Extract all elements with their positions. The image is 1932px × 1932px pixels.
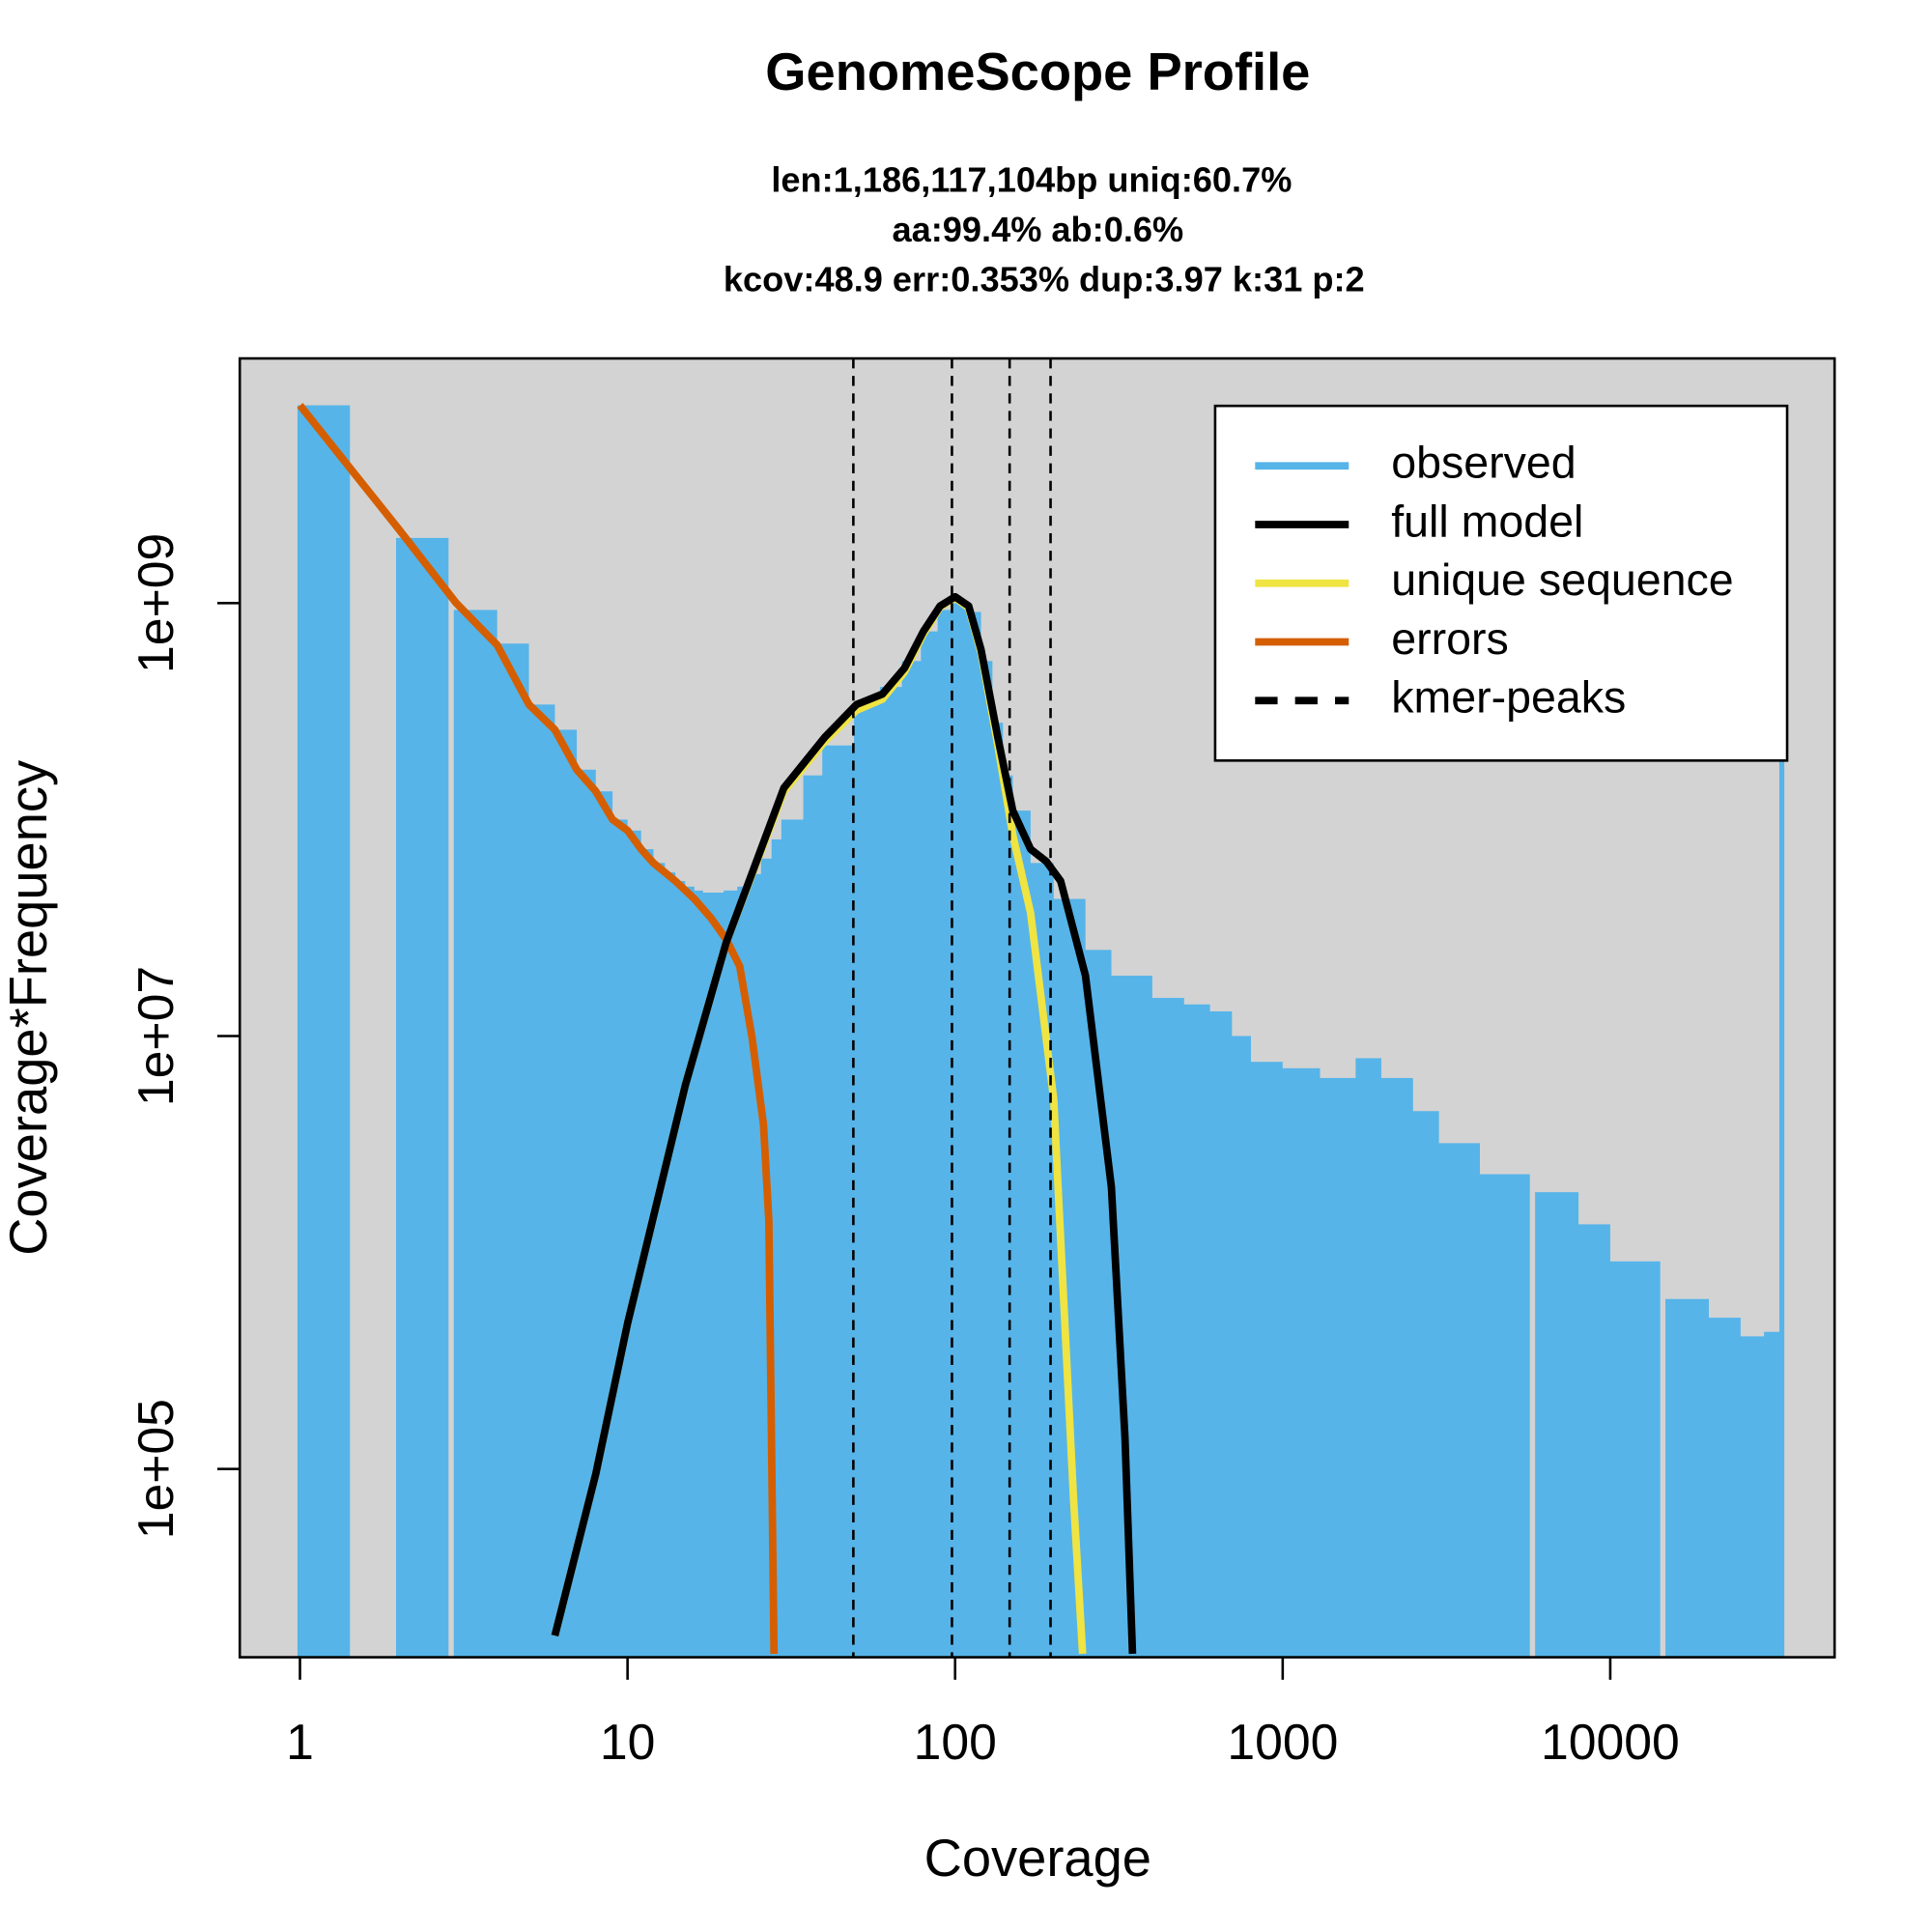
observed-bar — [966, 611, 981, 1658]
observed-bar — [1051, 898, 1086, 1658]
observed-bar — [901, 661, 923, 1658]
observed-bar — [593, 791, 613, 1658]
y-tick-label: 1e+07 — [128, 966, 184, 1106]
observed-bar — [978, 661, 993, 1658]
subtitle: len:1,186,117,104bp uniq:60.7% — [771, 159, 1292, 199]
observed-bar — [1280, 1067, 1321, 1658]
legend-label: errors — [1391, 613, 1509, 664]
observed-bar — [1535, 1192, 1579, 1658]
observed-bar — [672, 881, 686, 1658]
observed-bar — [692, 890, 703, 1658]
observed-bar — [453, 610, 497, 1658]
observed-bar — [1706, 1318, 1741, 1658]
observed-bar — [952, 603, 969, 1658]
observed-bar — [737, 886, 753, 1658]
legend-label: full model — [1391, 496, 1583, 546]
subtitle: aa:99.4% ab:0.6% — [892, 210, 1183, 249]
observed-bar — [921, 631, 941, 1658]
chart-title: GenomeScope Profile — [765, 43, 1310, 101]
model-line — [297, 403, 779, 1655]
observed-bar — [879, 687, 905, 1658]
observed-bar — [822, 745, 857, 1658]
observed-bar — [610, 819, 628, 1658]
observed-bar — [662, 872, 676, 1658]
observed-bar — [1738, 1336, 1767, 1658]
observed-bar — [396, 537, 449, 1658]
observed-bar — [574, 769, 596, 1658]
x-tick-label: 10000 — [1541, 1714, 1680, 1770]
observed-bar — [716, 892, 726, 1658]
observed-bar — [1665, 1298, 1710, 1658]
observed-bar — [1436, 1143, 1480, 1658]
observed-bar — [1378, 1077, 1413, 1658]
observed-bar — [1477, 1174, 1530, 1658]
legend-label: kmer-peaks — [1391, 672, 1626, 723]
observed-bar — [552, 729, 578, 1658]
x-tick-label: 10 — [600, 1714, 656, 1770]
observed-bar — [781, 819, 807, 1658]
observed-bar — [1607, 1261, 1661, 1658]
plot-frame — [238, 356, 1836, 1659]
observed-bar — [989, 723, 1004, 1658]
observed-bar — [1410, 1111, 1439, 1658]
observed-bar — [1248, 1062, 1283, 1658]
observed-bar — [1778, 758, 1785, 1658]
observed-bar — [708, 892, 720, 1658]
model-line — [551, 592, 1137, 1655]
observed-bar — [1229, 1036, 1251, 1658]
legend: observed full model unique sequence errors k… — [1213, 404, 1789, 762]
observed-bar — [1009, 810, 1031, 1658]
observed-bar — [1576, 1224, 1610, 1658]
subtitle: kcov:48.9 err:0.353% dup:3.97 k:31 p:2 — [724, 260, 1365, 299]
observed-bar — [1181, 1004, 1210, 1658]
observed-bar — [650, 863, 666, 1658]
observed-bar — [1355, 1058, 1381, 1658]
x-tick-label: 100 — [914, 1714, 997, 1770]
axes: 1 10 100 1000 10000 1e+05 1e+07 1e+09 — [128, 533, 1680, 1770]
observed-bar — [526, 704, 555, 1658]
observed-bar — [1764, 1331, 1782, 1658]
observed-bar — [724, 890, 740, 1658]
y-axis-title: Coverage*Frequency — [0, 759, 58, 1256]
y-tick-label: 1e+05 — [128, 1399, 184, 1539]
observed-bar — [625, 830, 641, 1658]
legend-label: unique sequence — [1391, 554, 1733, 605]
observed-bar — [1317, 1077, 1358, 1658]
plot-area — [297, 358, 1785, 1658]
legend-label: observed — [1391, 438, 1576, 488]
observed-bar — [297, 405, 351, 1658]
observed-bar — [1208, 1010, 1233, 1658]
y-tick-label: 1e+09 — [128, 533, 184, 673]
x-tick-label: 1 — [286, 1714, 314, 1770]
x-tick-label: 1000 — [1227, 1714, 1338, 1770]
observed-bar — [854, 704, 883, 1658]
observed-bar — [803, 775, 825, 1658]
observed-bar — [1150, 998, 1184, 1658]
observed-bar — [700, 892, 712, 1658]
observed-bar — [495, 643, 529, 1658]
x-axis-title: Coverage — [924, 1829, 1151, 1888]
